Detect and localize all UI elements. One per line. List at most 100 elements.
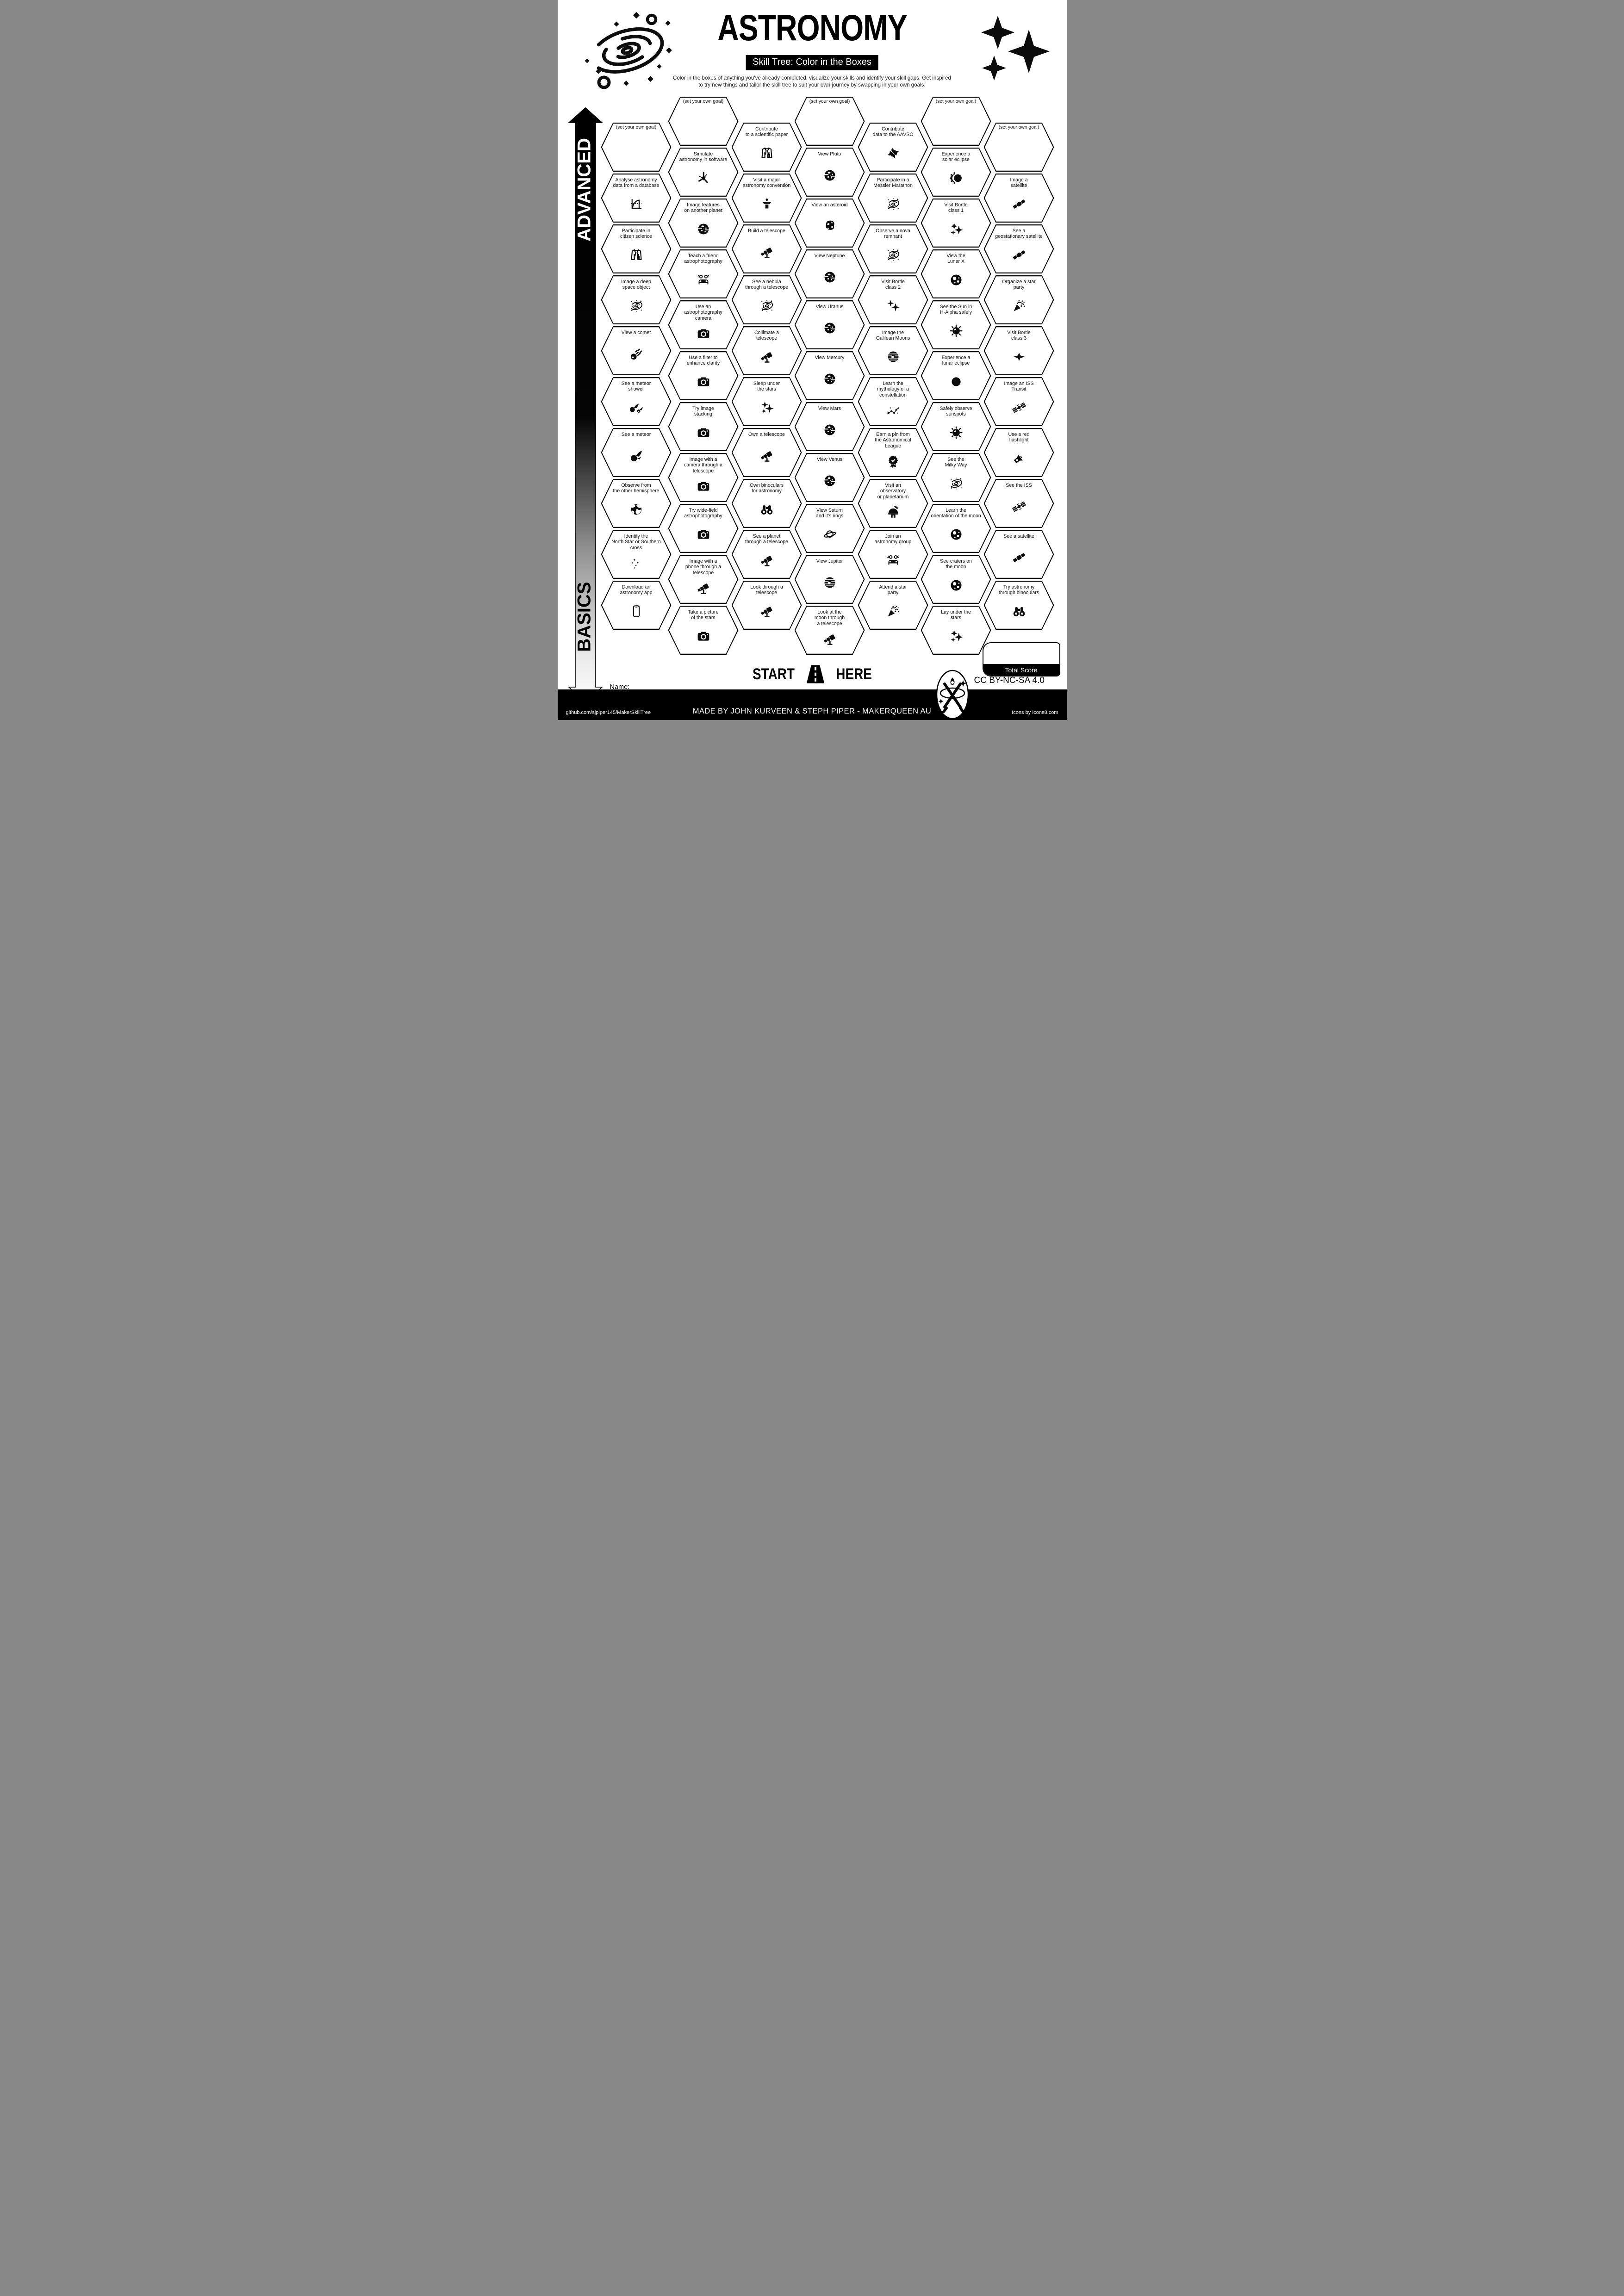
skill-tile[interactable]: Contribute data to the AAVSO bbox=[858, 123, 928, 172]
skill-tile[interactable]: See a meteor shower bbox=[601, 377, 672, 426]
skill-tile[interactable]: Image features on another planet bbox=[668, 199, 739, 248]
hex-fill bbox=[859, 174, 927, 222]
hex-content: See a meteor shower bbox=[601, 377, 672, 426]
skill-tile[interactable]: Visit an observatory or planetarium bbox=[858, 479, 928, 528]
skill-tile[interactable]: Image with a phone through a telescope bbox=[668, 555, 739, 604]
hex-content: See the Sun in H-Alpha safely bbox=[921, 300, 991, 349]
skill-tile[interactable]: Experience a solar eclipse bbox=[921, 148, 991, 197]
skill-tile[interactable]: View Jupiter bbox=[794, 555, 865, 604]
skill-tile[interactable]: See the Milky Way bbox=[921, 453, 991, 502]
skill-tile[interactable]: Image a satellite bbox=[983, 174, 1054, 223]
skill-tile[interactable]: Build a telescope bbox=[731, 224, 802, 273]
planet-icon bbox=[823, 270, 837, 284]
skill-tile[interactable]: Safely observe sunspots bbox=[921, 402, 991, 451]
skill-tile[interactable]: View Uranus bbox=[794, 300, 865, 349]
skill-tile[interactable]: See craters on the moon bbox=[921, 555, 991, 604]
skill-tile[interactable]: View Neptune bbox=[794, 249, 865, 298]
hex-fill bbox=[669, 199, 738, 247]
here-label: HERE bbox=[836, 665, 872, 683]
skill-tile[interactable]: Lay under the stars bbox=[921, 606, 991, 655]
hex-fill bbox=[984, 225, 1053, 273]
skill-tile[interactable]: Try wide-field astrophotography bbox=[668, 504, 739, 553]
skill-tile[interactable]: Teach a friend astrophotography bbox=[668, 249, 739, 298]
skill-tile[interactable]: Contribute to a scientific paper bbox=[731, 123, 802, 172]
footer-github-link[interactable]: github.com/sjpiper145/MakerSkillTree bbox=[566, 710, 651, 715]
skill-tile[interactable]: Image a deep space object bbox=[601, 275, 672, 324]
hex-content: Take a picture of the stars bbox=[668, 606, 739, 655]
skill-tile[interactable]: Visit Bortle class 3 bbox=[983, 326, 1054, 375]
skill-tile[interactable]: Look through a telescope bbox=[731, 581, 802, 630]
skill-tile[interactable]: Image an ISS Transit bbox=[983, 377, 1054, 426]
skill-tile[interactable]: Use a filter to enhance clarity bbox=[668, 351, 739, 400]
skill-tile[interactable]: See a planet through a telescope bbox=[731, 530, 802, 579]
skill-tile-goal[interactable]: (set your own goal) bbox=[921, 97, 991, 146]
skill-tile[interactable]: Use a red flashlight bbox=[983, 428, 1054, 477]
skill-tile[interactable]: Analyse astronomy data from a database bbox=[601, 174, 672, 223]
skill-tile[interactable]: Simulate astronomy in software bbox=[668, 148, 739, 197]
hex-fill bbox=[859, 276, 927, 323]
hex-fill bbox=[732, 429, 801, 476]
skill-tile[interactable]: See a geostationary satellite bbox=[983, 224, 1054, 273]
skill-tile[interactable]: Join an astronomy group bbox=[858, 530, 928, 579]
party-popper-icon bbox=[1012, 299, 1026, 313]
hex-content: (set your own goal) bbox=[795, 97, 865, 146]
planet-icon bbox=[823, 423, 837, 437]
footer-icons-credit: Icons by Icons8.com bbox=[1012, 710, 1058, 715]
skill-tile[interactable]: Image the Galilean Moons bbox=[858, 326, 928, 375]
tile-label: Image with a camera through a telescope bbox=[684, 457, 723, 474]
page-subtitle: Skill Tree: Color in the Boxes bbox=[746, 55, 878, 70]
hex-content: (set your own goal) bbox=[601, 123, 672, 172]
skill-tile[interactable]: Sleep under the stars bbox=[731, 377, 802, 426]
skill-tile[interactable]: View Mercury bbox=[794, 351, 865, 400]
skill-tile-goal[interactable]: (set your own goal) bbox=[668, 97, 739, 146]
skill-tile[interactable]: Take a picture of the stars bbox=[668, 606, 739, 655]
tile-label: Try astronomy through binoculars bbox=[998, 584, 1039, 596]
skill-tile[interactable]: View the Lunar X bbox=[921, 249, 991, 298]
skill-tile[interactable]: Look at the moon through a telescope bbox=[794, 606, 865, 655]
skill-tile[interactable]: Organize a star party bbox=[983, 275, 1054, 324]
skill-tile[interactable]: Use an astrophotography camera bbox=[668, 300, 739, 349]
skill-tile[interactable]: Identify the North Star or Southern cros… bbox=[601, 530, 672, 579]
skill-tile[interactable]: Learn the mythology of a constellation bbox=[858, 377, 928, 426]
skill-tile[interactable]: View Saturn and it's rings bbox=[794, 504, 865, 553]
skill-tile[interactable]: View Venus bbox=[794, 453, 865, 502]
skill-tile[interactable]: Visit Bortle class 1 bbox=[921, 199, 991, 248]
tile-label: (set your own goal) bbox=[683, 99, 724, 104]
tile-label: See a nebula through a telescope bbox=[745, 279, 789, 291]
skill-tile[interactable]: Attend a star party bbox=[858, 581, 928, 630]
skill-tile[interactable]: See a nebula through a telescope bbox=[731, 275, 802, 324]
skill-tile[interactable]: Observe a nova remnant bbox=[858, 224, 928, 273]
skill-tile-goal[interactable]: (set your own goal) bbox=[794, 97, 865, 146]
skill-tile[interactable]: Download an astronomy app bbox=[601, 581, 672, 630]
skill-tile[interactable]: See the Sun in H-Alpha safely bbox=[921, 300, 991, 349]
hex-content: See a geostationary satellite bbox=[984, 224, 1054, 273]
skill-tile[interactable]: See a meteor bbox=[601, 428, 672, 477]
spiral-galaxy-icon bbox=[760, 299, 774, 313]
skill-tile[interactable]: Own a telescope bbox=[731, 428, 802, 477]
skill-tile[interactable]: Visit a major astronomy convention bbox=[731, 174, 802, 223]
skill-tile[interactable]: Image with a camera through a telescope bbox=[668, 453, 739, 502]
tile-label: (set your own goal) bbox=[809, 99, 850, 104]
skill-tile[interactable]: Own binoculars for astronomy bbox=[731, 479, 802, 528]
skill-tile[interactable]: See a satellite bbox=[983, 530, 1054, 579]
skill-tile[interactable]: Participate in a Messier Marathon bbox=[858, 174, 928, 223]
skill-tile[interactable]: View Mars bbox=[794, 402, 865, 451]
skill-tile[interactable]: Learn the orientation of the moon bbox=[921, 504, 991, 553]
satellite-icon bbox=[1012, 248, 1026, 262]
skill-tile[interactable]: Try astronomy through binoculars bbox=[983, 581, 1054, 630]
skill-tile[interactable]: Visit Bortle class 2 bbox=[858, 275, 928, 324]
skill-tile[interactable]: Try image stacking bbox=[668, 402, 739, 451]
skill-tile[interactable]: Earn a pin from the Astronomical League bbox=[858, 428, 928, 477]
skill-tile[interactable]: See the ISS bbox=[983, 479, 1054, 528]
hex-content: View Mars bbox=[795, 402, 865, 451]
skill-tile[interactable]: View a comet bbox=[601, 326, 672, 375]
skill-tile-goal[interactable]: (set your own goal) bbox=[601, 123, 672, 172]
skill-tile[interactable]: Experience a lunar eclipse bbox=[921, 351, 991, 400]
skill-tile[interactable]: Observe from the other hemisphere bbox=[601, 479, 672, 528]
total-score-box[interactable]: Total Score bbox=[982, 642, 1060, 676]
skill-tile[interactable]: View an asteroid bbox=[794, 199, 865, 248]
skill-tile[interactable]: View Pluto bbox=[794, 148, 865, 197]
skill-tile-goal[interactable]: (set your own goal) bbox=[983, 123, 1054, 172]
skill-tile[interactable]: Participate in citizen science bbox=[601, 224, 672, 273]
skill-tile[interactable]: Collimate a telescope bbox=[731, 326, 802, 375]
